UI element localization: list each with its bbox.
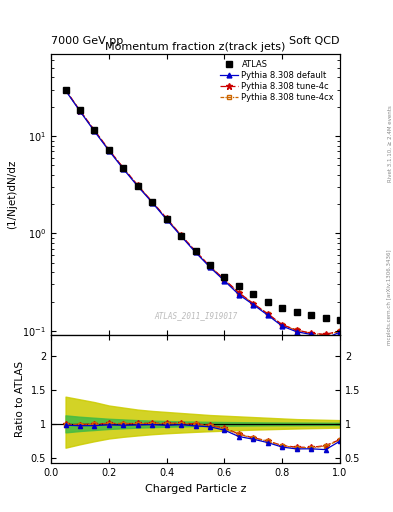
Pythia 8.308 tune-4cx (237, 290, 241, 296)
Pythia 8.308 default (63, 88, 68, 94)
Line: Pythia 8.308 default: Pythia 8.308 default (63, 88, 342, 340)
Line: Pythia 8.308 tune-4cx: Pythia 8.308 tune-4cx (63, 88, 342, 337)
Pythia 8.308 tune-4cx (63, 87, 68, 93)
Pythia 8.308 default (265, 312, 270, 318)
Pythia 8.308 tune-4cx (179, 232, 184, 239)
Pythia 8.308 tune-4cx (280, 322, 285, 328)
ATLAS (323, 315, 328, 321)
Pythia 8.308 default (179, 233, 184, 239)
Pythia 8.308 tune-4c (136, 182, 140, 188)
ATLAS (309, 312, 314, 318)
ATLAS (251, 291, 256, 297)
Line: Pythia 8.308 tune-4c: Pythia 8.308 tune-4c (62, 87, 343, 337)
Pythia 8.308 tune-4cx (107, 147, 111, 153)
ATLAS (208, 262, 212, 268)
Pythia 8.308 tune-4cx (208, 264, 212, 270)
Pythia 8.308 default (107, 147, 111, 154)
Pythia 8.308 default (150, 200, 154, 206)
Pythia 8.308 tune-4c (179, 232, 184, 238)
Pythia 8.308 tune-4cx (309, 330, 314, 336)
Pythia 8.308 default (294, 329, 299, 335)
Text: 7000 GeV pp: 7000 GeV pp (51, 36, 123, 46)
ATLAS (92, 127, 97, 133)
Pythia 8.308 default (251, 302, 256, 308)
Y-axis label: Ratio to ATLAS: Ratio to ATLAS (15, 361, 25, 437)
Pythia 8.308 default (237, 291, 241, 297)
Text: Soft QCD: Soft QCD (290, 36, 340, 46)
Pythia 8.308 tune-4c (323, 331, 328, 337)
ATLAS (179, 232, 184, 239)
Pythia 8.308 tune-4cx (92, 127, 97, 134)
Pythia 8.308 tune-4cx (251, 301, 256, 307)
Pythia 8.308 tune-4c (63, 87, 68, 93)
Pythia 8.308 tune-4c (251, 301, 256, 307)
Pythia 8.308 tune-4cx (338, 328, 342, 334)
Text: ATLAS_2011_I919017: ATLAS_2011_I919017 (154, 311, 237, 320)
Pythia 8.308 tune-4cx (150, 199, 154, 205)
Pythia 8.308 default (193, 249, 198, 255)
Pythia 8.308 tune-4cx (193, 248, 198, 254)
Pythia 8.308 tune-4c (92, 127, 97, 133)
Pythia 8.308 tune-4c (78, 108, 83, 114)
Title: Momentum fraction z(track jets): Momentum fraction z(track jets) (105, 41, 286, 52)
Pythia 8.308 tune-4c (107, 146, 111, 153)
Pythia 8.308 default (323, 335, 328, 342)
Pythia 8.308 default (309, 331, 314, 337)
Pythia 8.308 tune-4cx (136, 182, 140, 188)
Pythia 8.308 tune-4c (294, 327, 299, 333)
Pythia 8.308 tune-4cx (78, 108, 83, 114)
Pythia 8.308 default (222, 278, 227, 284)
ATLAS (294, 309, 299, 315)
Pythia 8.308 default (164, 217, 169, 223)
Pythia 8.308 default (338, 329, 342, 335)
ATLAS (237, 283, 241, 289)
Pythia 8.308 tune-4cx (121, 165, 126, 171)
Pythia 8.308 tune-4c (222, 276, 227, 283)
Text: Rivet 3.1.10, ≥ 2.4M events: Rivet 3.1.10, ≥ 2.4M events (387, 105, 392, 182)
ATLAS (280, 305, 285, 311)
ATLAS (136, 183, 140, 189)
Pythia 8.308 tune-4c (338, 328, 342, 334)
Pythia 8.308 tune-4c (164, 215, 169, 221)
Pythia 8.308 default (78, 108, 83, 114)
Pythia 8.308 tune-4c (309, 330, 314, 336)
Pythia 8.308 tune-4cx (265, 311, 270, 317)
Pythia 8.308 default (92, 128, 97, 134)
ATLAS (193, 248, 198, 254)
Y-axis label: (1/Njet)dN/dz: (1/Njet)dN/dz (7, 160, 17, 229)
Pythia 8.308 tune-4c (237, 290, 241, 296)
Pythia 8.308 tune-4c (208, 263, 212, 269)
ATLAS (265, 298, 270, 305)
Pythia 8.308 tune-4c (121, 165, 126, 171)
ATLAS (338, 317, 342, 323)
ATLAS (63, 87, 68, 93)
Pythia 8.308 default (280, 323, 285, 329)
Pythia 8.308 tune-4cx (164, 216, 169, 222)
Pythia 8.308 default (208, 264, 212, 270)
Pythia 8.308 tune-4c (265, 311, 270, 317)
ATLAS (107, 147, 111, 153)
ATLAS (121, 165, 126, 171)
Pythia 8.308 tune-4c (193, 248, 198, 254)
ATLAS (222, 273, 227, 280)
Legend: ATLAS, Pythia 8.308 default, Pythia 8.308 tune-4c, Pythia 8.308 tune-4cx: ATLAS, Pythia 8.308 default, Pythia 8.30… (218, 58, 336, 103)
Pythia 8.308 tune-4c (150, 199, 154, 205)
Pythia 8.308 default (121, 166, 126, 172)
Pythia 8.308 tune-4c (280, 322, 285, 328)
X-axis label: Charged Particle z: Charged Particle z (145, 484, 246, 494)
Pythia 8.308 tune-4cx (294, 327, 299, 333)
Pythia 8.308 default (136, 183, 140, 189)
Line: ATLAS: ATLAS (62, 87, 343, 323)
ATLAS (78, 107, 83, 113)
Pythia 8.308 tune-4cx (323, 332, 328, 338)
Text: mcplots.cern.ch [arXiv:1306.3436]: mcplots.cern.ch [arXiv:1306.3436] (387, 249, 392, 345)
ATLAS (150, 199, 154, 205)
Pythia 8.308 tune-4cx (222, 276, 227, 283)
ATLAS (164, 216, 169, 222)
